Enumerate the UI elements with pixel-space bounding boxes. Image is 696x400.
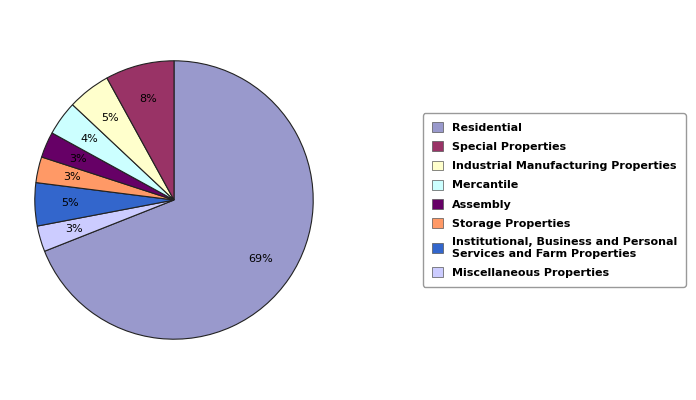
Wedge shape: [36, 157, 174, 200]
Text: 4%: 4%: [81, 134, 98, 144]
Text: 3%: 3%: [70, 154, 87, 164]
Text: 5%: 5%: [101, 112, 119, 122]
Wedge shape: [38, 200, 174, 251]
Legend: Residential, Special Properties, Industrial Manufacturing Properties, Mercantile: Residential, Special Properties, Industr…: [422, 114, 686, 286]
Text: 3%: 3%: [63, 172, 81, 182]
Wedge shape: [72, 78, 174, 200]
Wedge shape: [42, 133, 174, 200]
Wedge shape: [52, 105, 174, 200]
Wedge shape: [35, 182, 174, 226]
Text: 69%: 69%: [248, 254, 273, 264]
Text: 5%: 5%: [61, 198, 79, 208]
Wedge shape: [107, 61, 174, 200]
Text: 8%: 8%: [139, 94, 157, 104]
Wedge shape: [45, 61, 313, 339]
Text: 3%: 3%: [65, 224, 83, 234]
